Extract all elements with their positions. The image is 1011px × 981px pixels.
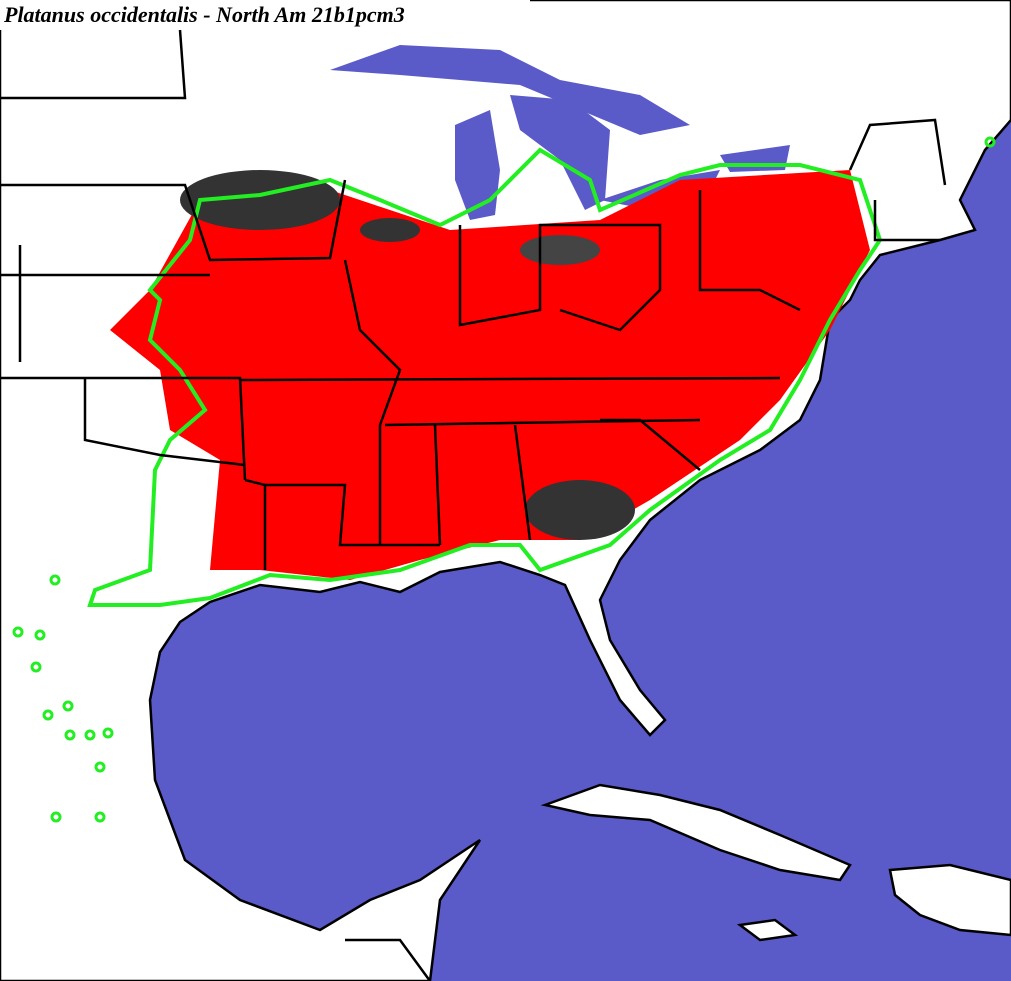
outlier-dot — [50, 811, 62, 823]
outlier-dot — [34, 629, 46, 641]
lake-huron — [510, 95, 610, 210]
title-background — [0, 0, 530, 30]
outlier-dot — [62, 700, 74, 712]
outlier-dot — [94, 811, 106, 823]
dense-area — [520, 235, 600, 265]
range-outline — [87, 147, 883, 607]
dense-area — [525, 480, 635, 540]
jamaica — [736, 918, 799, 942]
outlier-dot — [64, 729, 76, 741]
state-borders — [0, 29, 947, 981]
outlier-dot — [102, 727, 114, 739]
outlier-dot — [42, 709, 54, 721]
cuba — [540, 783, 852, 882]
outlier-dot — [12, 626, 24, 638]
outlier-dot — [94, 761, 106, 773]
outlier-dot — [30, 661, 42, 673]
outlier-dot — [84, 729, 96, 741]
hispaniola — [888, 863, 1011, 937]
lake-michigan — [455, 110, 500, 220]
range-area — [110, 170, 870, 580]
outlier-dots — [12, 136, 996, 823]
outlier-dot — [984, 136, 996, 148]
outlier-dot — [49, 574, 61, 586]
lake-superior — [330, 45, 690, 135]
title: Platanus occidentalis - North Am 21b1pcm… — [3, 2, 405, 27]
dense-area — [360, 218, 420, 242]
